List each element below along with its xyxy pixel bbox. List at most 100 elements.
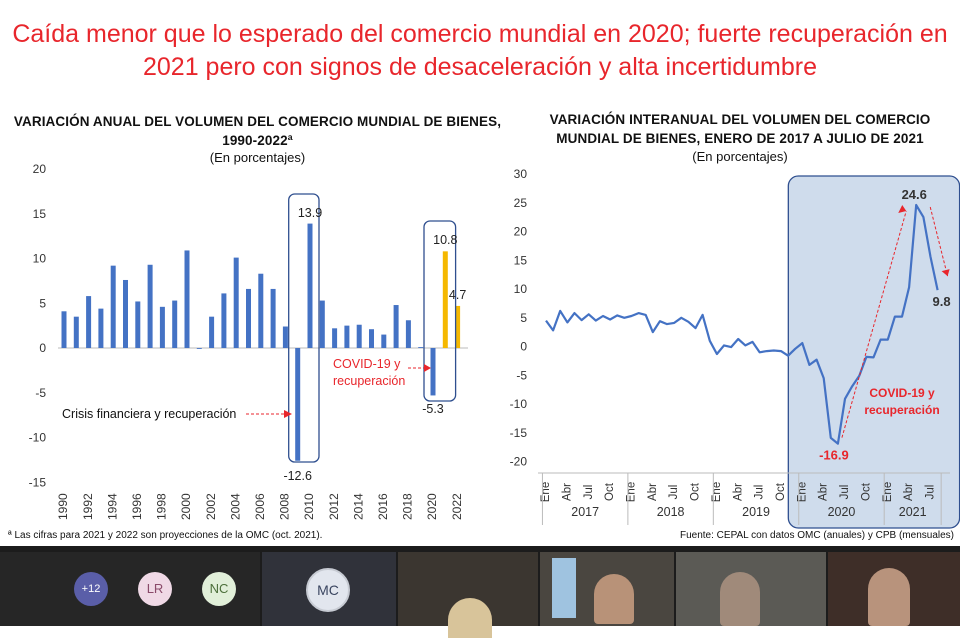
crisis-highlight-box	[288, 193, 320, 463]
data-label-2022: 4.7	[449, 288, 466, 302]
year-label-2019: 2019	[742, 505, 770, 519]
x-tick-label: 2020	[425, 493, 439, 520]
covid-period-band	[787, 175, 960, 529]
x-tick-label: Ene	[711, 482, 723, 502]
annotation-covid-line1: COVID-19 y	[333, 357, 401, 371]
x-tick-label: 1992	[81, 493, 95, 520]
x-tick-label: 2002	[204, 493, 218, 520]
left-chart-title: VARIACIÓN ANUAL DEL VOLUMEN DEL COMERCIO…	[0, 112, 515, 150]
year-label-2017: 2017	[571, 505, 599, 519]
x-tick-label: Abr	[561, 483, 573, 501]
bar-1990	[61, 311, 67, 348]
participant-figure	[868, 568, 910, 626]
x-tick-label: Abr	[903, 483, 915, 501]
x-tick-label: 2004	[228, 493, 242, 520]
participant-avatar-mc: MC	[306, 568, 350, 612]
x-tick-label: 1994	[105, 493, 119, 520]
x-tick-label: 2022	[450, 493, 464, 520]
x-tick-label: Jul	[583, 485, 595, 500]
participants-strip: +12 LR NC MC	[0, 546, 960, 638]
y-tick-label: -15	[510, 426, 528, 440]
bar-2007	[270, 288, 276, 348]
bar-2021	[442, 251, 448, 348]
bar-1996	[135, 301, 141, 348]
left-chart-title-line-2: 1990-2022ª	[222, 133, 293, 148]
y-tick-label: 10	[33, 252, 47, 266]
participants-avatars-tile: +12 LR NC	[0, 552, 260, 626]
y-tick-label: 5	[520, 311, 527, 325]
data-label-2020: -5.3	[422, 402, 444, 416]
x-tick-label: Jul	[839, 485, 851, 500]
participant-avatar-nc[interactable]: NC	[202, 572, 236, 606]
participant-tile-mc[interactable]: MC	[262, 552, 396, 626]
participant-video-3[interactable]	[676, 552, 826, 626]
bar-2002	[209, 316, 215, 348]
y-tick-label: -5	[35, 386, 46, 400]
year-label-2020: 2020	[828, 505, 856, 519]
x-tick-label: Ene	[882, 482, 894, 502]
x-tick-label: 1996	[130, 493, 144, 520]
x-tick-label: Ene	[540, 482, 552, 502]
bar-2006	[258, 273, 264, 348]
data-label-last: 9.8	[933, 294, 951, 309]
y-tick-label: 10	[514, 282, 528, 296]
y-tick-label: -10	[510, 397, 528, 411]
x-tick-label: Ene	[796, 482, 808, 502]
x-tick-label: 2016	[376, 493, 390, 520]
y-tick-label: -10	[29, 431, 47, 445]
bar-2004	[233, 257, 239, 348]
bar-2005	[246, 288, 251, 348]
bar-2020	[430, 348, 436, 396]
y-tick-label: -5	[516, 368, 527, 382]
more-participants-button[interactable]: +12	[74, 572, 108, 606]
y-tick-label: 25	[514, 196, 528, 210]
y-tick-label: 0	[39, 341, 46, 355]
x-tick-label: 2008	[278, 493, 292, 520]
y-tick-label: 5	[39, 296, 46, 310]
x-tick-label: Jul	[668, 485, 680, 500]
bar-2009	[295, 348, 301, 461]
bar-2022	[455, 305, 461, 348]
x-tick-label: 2000	[179, 493, 193, 520]
x-tick-label: Jul	[925, 485, 937, 500]
slowdown-arrow-line	[929, 206, 949, 277]
annotation-covid-line2: recuperación	[333, 374, 405, 388]
left-chart-subtitle: (En porcentajes)	[209, 150, 306, 165]
recovery-arrow-line	[841, 210, 907, 438]
participant-figure	[594, 574, 634, 624]
x-tick-label: Abr	[647, 483, 659, 501]
x-tick-label: 2006	[253, 493, 267, 520]
participant-avatar-lr[interactable]: LR	[138, 572, 172, 606]
slide-title: Caída menor que lo esperado del comercio…	[0, 18, 960, 84]
x-tick-label: 2012	[327, 493, 341, 520]
participant-figure	[720, 572, 760, 626]
annotation-crisis: Crisis financiera y recuperación	[62, 407, 236, 421]
x-tick-label: Oct	[690, 482, 702, 501]
annotation-covid-arrow-head	[424, 364, 431, 372]
bar-1994	[110, 265, 116, 348]
bar-1999	[172, 300, 178, 348]
covid-highlight-box	[423, 220, 457, 402]
participant-video-2[interactable]	[540, 552, 674, 626]
bar-2019	[418, 347, 424, 348]
footnote-projections: ª Las cifras para 2021 y 2022 son proyec…	[8, 530, 323, 541]
bar-2000	[184, 250, 190, 348]
x-tick-label: 1998	[155, 493, 169, 520]
bar-1998	[159, 306, 165, 348]
x-tick-label: Oct	[775, 482, 787, 501]
bar-2011	[319, 300, 325, 348]
year-label-2021: 2021	[899, 505, 927, 519]
participant-video-4[interactable]	[828, 552, 960, 626]
right-chart-title: VARIACIÓN INTERANUAL DEL VOLUMEN DEL COM…	[520, 110, 960, 148]
bar-2015	[369, 329, 374, 348]
bar-2012	[332, 328, 338, 348]
bar-1992	[86, 296, 92, 348]
source-note: Fuente: CEPAL con datos OMC (anuales) y …	[679, 530, 954, 541]
bar-2008	[282, 326, 288, 348]
left-chart-title-line-1: VARIACIÓN ANUAL DEL VOLUMEN DEL COMERCIO…	[13, 114, 502, 129]
data-label-min: -16.9	[819, 448, 849, 463]
participant-video-1[interactable]	[398, 552, 538, 638]
bar-1991	[73, 316, 79, 348]
bar-2001	[196, 348, 202, 349]
